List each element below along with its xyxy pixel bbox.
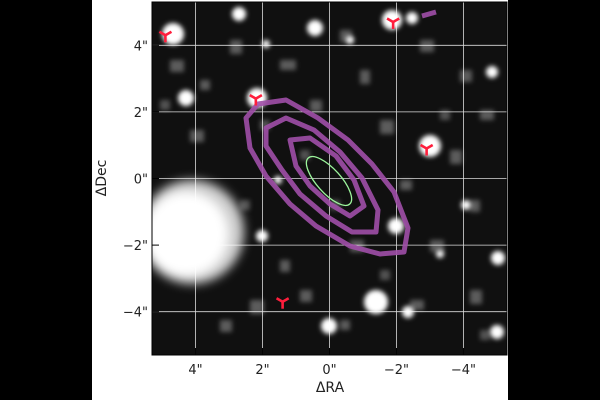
source-markers — [158, 17, 434, 309]
x-tick-label: 2" — [255, 363, 269, 378]
x-tick-label: 0" — [322, 363, 336, 378]
x-tick-label: −4" — [451, 363, 476, 378]
x-tick-label: −2" — [384, 363, 409, 378]
x-tick-label: 4" — [188, 363, 202, 378]
contour-outer — [243, 97, 411, 257]
contour-inner — [287, 135, 367, 219]
y-tick-label: 4" — [134, 39, 148, 54]
contour-fragment — [421, 9, 437, 19]
tri-marker-icon — [158, 30, 173, 43]
y-tick-label: −2" — [123, 239, 148, 254]
tri-marker-icon — [386, 17, 400, 29]
coordinate-grid — [152, 2, 507, 355]
y-axis-label: ΔDec — [94, 160, 110, 197]
tri-marker-icon — [419, 143, 434, 156]
source-ellipse — [305, 155, 353, 207]
y-tick-labels: 4" 2" 0" −2" −4" — [123, 39, 148, 320]
y-tick-label: −4" — [123, 306, 148, 321]
contour-middle — [263, 115, 381, 235]
tri-marker-icon — [249, 93, 263, 106]
x-tick-labels: 4" 2" 0" −2" −4" — [188, 363, 476, 378]
axis-ticks — [152, 44, 464, 355]
x-axis-label: ΔRA — [316, 380, 345, 396]
contour-lines — [243, 9, 437, 257]
tri-marker-icon — [275, 297, 290, 309]
y-tick-label: 0" — [134, 173, 148, 188]
y-tick-label: 2" — [134, 106, 148, 121]
